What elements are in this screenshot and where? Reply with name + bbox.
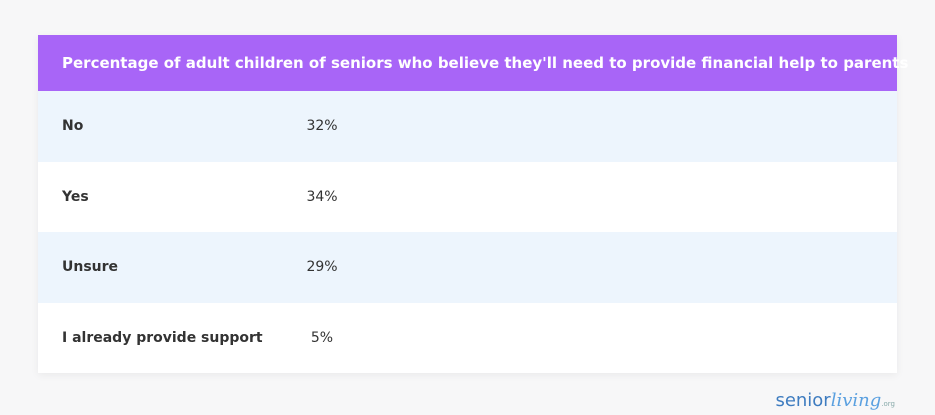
- row-label: No: [62, 118, 84, 135]
- table-title: Percentage of adult children of seniors …: [38, 35, 908, 91]
- row-value: 29%: [306, 259, 338, 276]
- row-value: 34%: [306, 188, 338, 205]
- table-row: Yes 34%: [38, 162, 897, 233]
- row-value: 32%: [306, 118, 338, 135]
- row-label: Unsure: [62, 259, 119, 276]
- logo: seniorliving.org: [775, 390, 895, 411]
- table-row: I already provide support 5%: [38, 303, 897, 374]
- table-row: Unsure 29%: [38, 232, 897, 303]
- logo-first: senior: [775, 390, 831, 411]
- row-value: 5%: [310, 329, 334, 346]
- table: Percentage of adult children of seniors …: [38, 35, 908, 373]
- row-label: Yes: [62, 188, 89, 205]
- table-row: No 32%: [38, 91, 897, 162]
- table-body: No 32% Yes 34% Unsure 29% I already provide su…: [38, 91, 897, 373]
- logo-suffix: .org: [881, 400, 895, 408]
- logo-second: living: [830, 390, 882, 411]
- row-label: I already provide support: [62, 329, 263, 346]
